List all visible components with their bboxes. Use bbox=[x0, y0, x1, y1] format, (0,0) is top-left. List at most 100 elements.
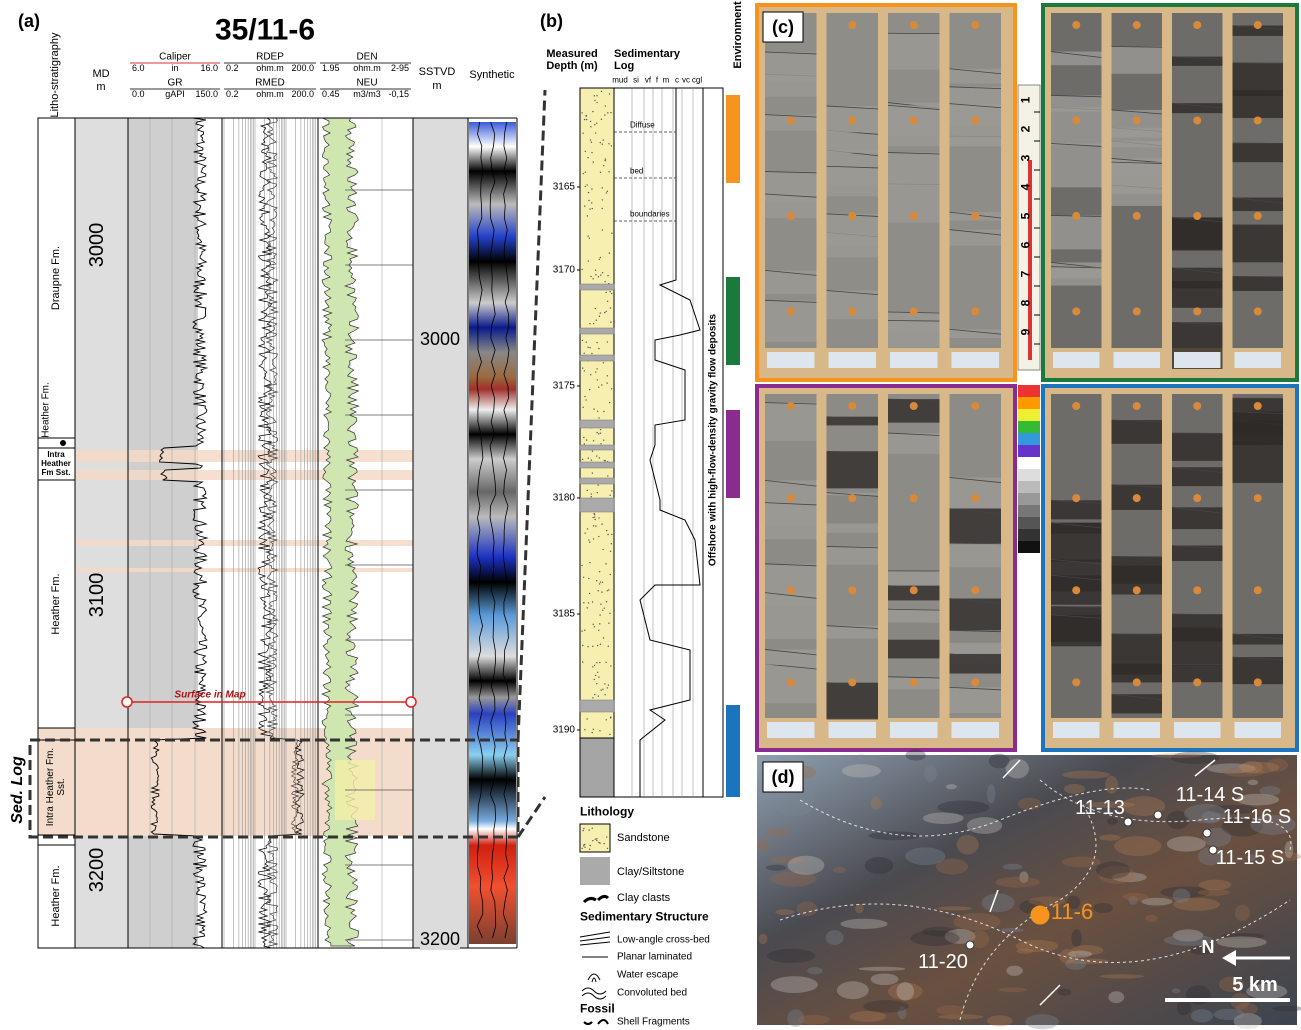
sand-dot bbox=[591, 188, 593, 190]
depth-label: 3185 bbox=[552, 608, 575, 620]
map-texture bbox=[1006, 965, 1023, 976]
legend-label: Planar laminated bbox=[617, 951, 693, 963]
map-texture bbox=[1221, 816, 1263, 837]
ruler-number: 5 bbox=[1018, 212, 1033, 220]
core-segment bbox=[765, 592, 817, 640]
sand-dot bbox=[589, 374, 592, 376]
map-texture bbox=[1170, 751, 1220, 764]
sand-dot bbox=[599, 614, 601, 616]
color-chip bbox=[1018, 409, 1040, 421]
core-plug bbox=[786, 586, 795, 595]
map-texture bbox=[986, 1015, 1013, 1027]
sand-dot bbox=[610, 665, 612, 667]
legend-title: Lithology bbox=[580, 804, 634, 819]
surface-end bbox=[121, 696, 133, 708]
sand-dot bbox=[603, 842, 605, 845]
sand-dot bbox=[589, 844, 591, 847]
sand-dot bbox=[592, 322, 595, 325]
core-plug bbox=[909, 402, 918, 410]
grain-size: mud bbox=[612, 75, 628, 85]
synthetic-wiggle bbox=[489, 121, 497, 939]
track-min: 6.0 bbox=[132, 63, 145, 74]
sand-dot bbox=[608, 589, 610, 591]
clay-layer bbox=[579, 477, 615, 485]
sand-dot bbox=[603, 439, 605, 441]
track-unit: m3/m3 bbox=[353, 89, 381, 100]
sandstone-band bbox=[38, 568, 413, 572]
sand-dot bbox=[593, 626, 596, 628]
sand-dot bbox=[600, 443, 602, 445]
sand-dot bbox=[600, 689, 602, 691]
legend-symbol bbox=[581, 987, 607, 1000]
map-texture bbox=[1166, 836, 1206, 852]
core-segment bbox=[1232, 276, 1283, 291]
sand-dot bbox=[598, 315, 601, 317]
core-crack bbox=[949, 86, 1002, 90]
sand-dot bbox=[606, 341, 609, 343]
sand-dot bbox=[601, 143, 603, 145]
formation-box bbox=[37, 117, 76, 439]
core-segment bbox=[1111, 162, 1162, 194]
map-texture bbox=[986, 784, 996, 804]
core-segment bbox=[1172, 507, 1223, 530]
map-texture bbox=[1128, 896, 1138, 905]
sand-dot bbox=[583, 827, 585, 830]
log-header: Sedimentary Log bbox=[614, 47, 681, 72]
sand-dot bbox=[587, 191, 590, 194]
track-min: 0.2 bbox=[226, 63, 239, 74]
color-chip bbox=[1018, 421, 1040, 433]
core-crack bbox=[764, 649, 817, 656]
map-texture bbox=[1099, 974, 1144, 979]
core-tag bbox=[1053, 352, 1100, 368]
sand-dot bbox=[589, 541, 591, 543]
sand-dot bbox=[584, 532, 586, 534]
legend-swatch bbox=[579, 823, 611, 853]
core-plug bbox=[848, 211, 857, 220]
map-texture bbox=[995, 876, 1040, 888]
core-segment bbox=[888, 320, 940, 348]
map-texture bbox=[1163, 934, 1214, 946]
grain-size: m bbox=[662, 75, 670, 85]
sand-dot bbox=[599, 312, 602, 314]
sand-dot bbox=[588, 577, 590, 580]
color-chip bbox=[1018, 481, 1040, 493]
map-texture bbox=[758, 933, 768, 945]
sand-dot bbox=[590, 275, 592, 278]
map-texture bbox=[944, 928, 976, 944]
sand-dot bbox=[582, 576, 585, 578]
sand-dot bbox=[584, 629, 586, 631]
core-segment bbox=[1111, 46, 1162, 74]
sand-dot bbox=[596, 410, 599, 413]
core-crack bbox=[887, 676, 940, 679]
map-texture bbox=[855, 904, 864, 914]
map-texture bbox=[922, 812, 964, 824]
core-crack bbox=[1171, 545, 1223, 549]
color-chip bbox=[1018, 397, 1040, 409]
sand-dot bbox=[583, 436, 585, 439]
core-plug bbox=[1072, 116, 1081, 125]
sand-dot bbox=[596, 368, 598, 370]
panel-label-box bbox=[762, 761, 804, 793]
map-texture bbox=[796, 901, 818, 917]
color-chip bbox=[1018, 541, 1040, 553]
track-max: 200.0 bbox=[291, 89, 314, 100]
sand-dot bbox=[582, 132, 584, 134]
sand-dot bbox=[597, 484, 599, 486]
core-segment bbox=[1051, 95, 1102, 112]
track-max: 2-95 bbox=[390, 63, 409, 74]
sand-dot bbox=[591, 450, 594, 452]
depth-label: 3175 bbox=[552, 380, 575, 392]
map-outline bbox=[779, 899, 1291, 963]
core-plug bbox=[786, 307, 795, 316]
map-texture bbox=[775, 909, 795, 916]
sand-dot bbox=[599, 581, 602, 583]
sand-dot bbox=[600, 603, 602, 605]
core-tag bbox=[767, 352, 815, 368]
map-texture bbox=[1141, 897, 1173, 906]
map-texture bbox=[897, 1006, 907, 1020]
core-plug bbox=[848, 21, 857, 29]
core-plug bbox=[786, 116, 795, 125]
core-segment bbox=[1172, 217, 1223, 251]
sand-dot bbox=[596, 101, 598, 104]
sand-dot bbox=[588, 848, 591, 850]
